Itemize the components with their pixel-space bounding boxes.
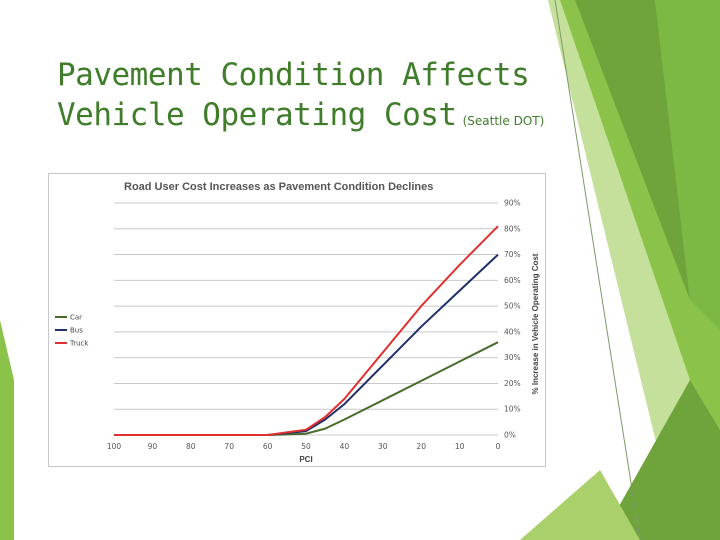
series-lines [114, 225, 499, 436]
slide-title: Pavement Condition Affects Vehicle Opera… [57, 55, 544, 141]
x-tick-label: 40 [340, 442, 350, 451]
gridlines [114, 202, 498, 436]
chart-panel: Road User Cost Increases as Pavement Con… [48, 173, 546, 467]
chart-title: Road User Cost Increases as Pavement Con… [124, 181, 433, 193]
y-tick-label: 10% [504, 405, 521, 414]
accent-shape-right [655, 0, 720, 330]
x-tick-label: 0 [496, 442, 501, 451]
series-line-truck [114, 225, 499, 436]
legend-label-car: Car [70, 314, 82, 322]
x-tick-label: 70 [224, 442, 234, 451]
chart: Road User Cost Increases as Pavement Con… [55, 181, 540, 464]
series-line-car [114, 341, 499, 436]
title-line-2: Vehicle Operating Cost [57, 97, 457, 133]
legend: Car Bus Truck [55, 314, 89, 348]
x-tick-label: 20 [416, 442, 426, 451]
y-tick-label: 0% [504, 431, 516, 440]
y-tick-label: 50% [504, 302, 521, 311]
accent-line [554, 0, 641, 540]
y-tick-label: 40% [504, 327, 521, 336]
x-tick-label: 10 [455, 442, 465, 451]
accent-shape-bottom [600, 380, 720, 540]
x-tick-label: 30 [378, 442, 388, 451]
x-tick-label: 50 [301, 442, 311, 451]
accent-shape-dark [575, 0, 690, 300]
title-source: (Seattle DOT) [462, 114, 545, 128]
y-tick-label: 30% [504, 353, 521, 362]
y-tick-label: 90% [504, 199, 521, 208]
x-tick-label: 90 [148, 442, 158, 451]
x-tick-label: 100 [107, 442, 122, 451]
x-tick-label: 60 [263, 442, 273, 451]
y-axis-ticks: 0% 10% 20% 30% 40% 50% 60% 70% 80% 90% [504, 199, 521, 440]
accent-shape-left [0, 320, 14, 540]
series-line-bus [114, 253, 499, 436]
legend-label-truck: Truck [69, 340, 89, 348]
legend-label-bus: Bus [70, 327, 83, 335]
y-tick-label: 20% [504, 379, 521, 388]
x-tick-label: 80 [186, 442, 196, 451]
title-line-1: Pavement Condition Affects [57, 57, 530, 93]
y-axis-label: % Increase in Vehicle Operating Cost [531, 253, 540, 394]
accent-shape-bottom-light [520, 470, 640, 540]
x-axis-ticks: 100 90 80 70 60 50 40 30 20 10 0 [107, 442, 501, 451]
y-tick-label: 80% [504, 224, 521, 233]
y-tick-label: 70% [504, 250, 521, 259]
x-axis-label: PCI [299, 455, 312, 464]
y-tick-label: 60% [504, 276, 521, 285]
